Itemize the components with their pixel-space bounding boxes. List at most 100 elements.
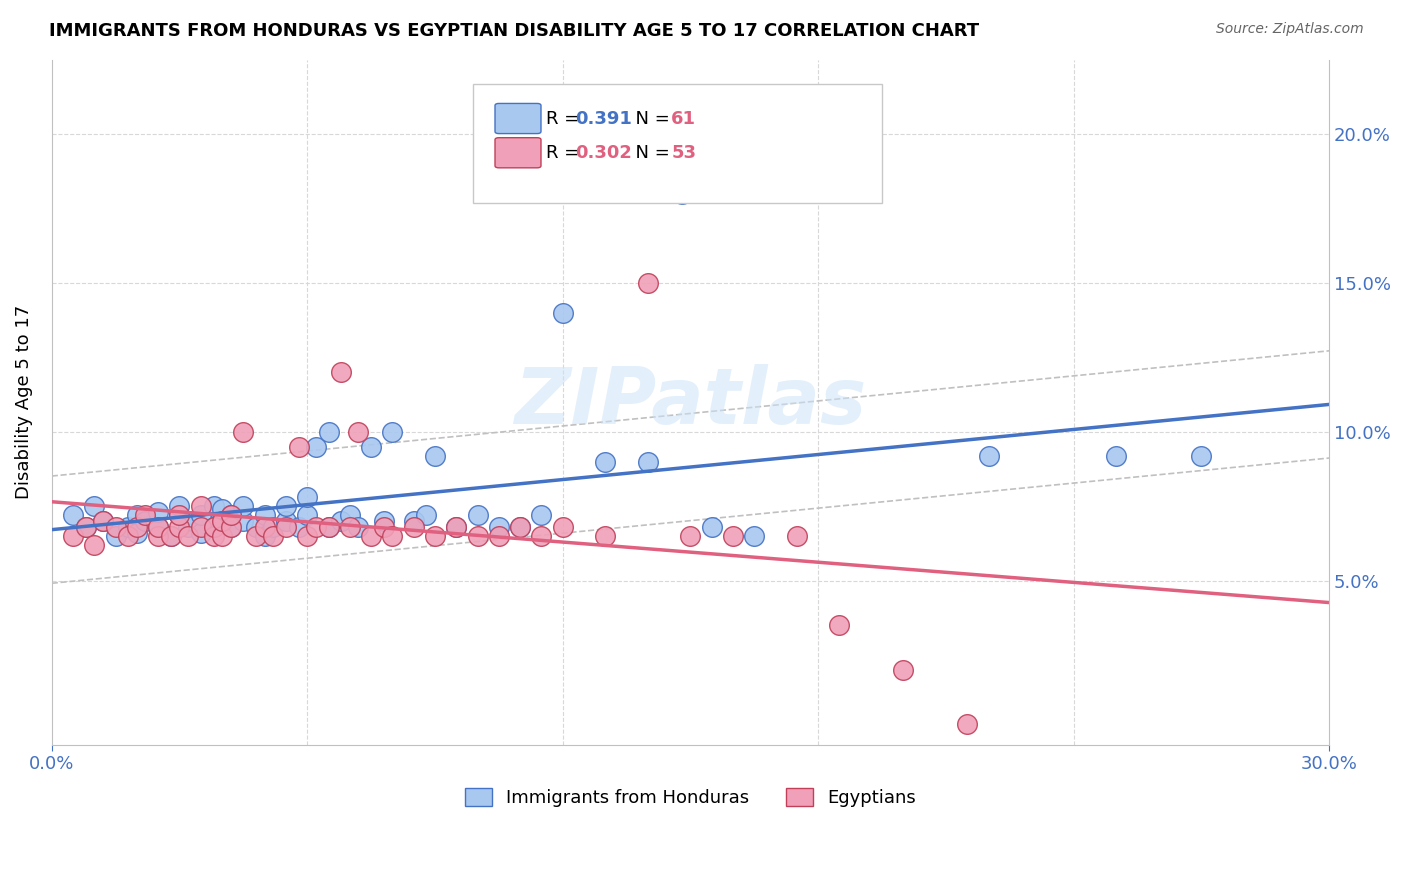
Point [637, 455, 659, 469]
Point [190, 520, 212, 534]
Point [305, 440, 328, 454]
Point [177, 529, 200, 543]
Text: 53: 53 [671, 144, 696, 161]
Point [202, 529, 225, 543]
Point [91, 514, 114, 528]
Point [62, 508, 84, 523]
Point [75, 520, 97, 534]
Point [232, 500, 254, 514]
Point [62, 529, 84, 543]
Point [245, 529, 267, 543]
Point [446, 520, 468, 534]
Point [595, 455, 617, 469]
Point [679, 529, 702, 543]
Point [467, 529, 489, 543]
Point [360, 529, 382, 543]
Point [91, 514, 114, 528]
Point [423, 529, 446, 543]
Point [595, 529, 617, 543]
Point [125, 520, 148, 534]
Point [125, 526, 148, 541]
Point [117, 529, 139, 543]
Point [211, 514, 233, 528]
Point [202, 520, 225, 534]
Point [381, 529, 404, 543]
Point [219, 520, 242, 534]
Point [177, 520, 200, 534]
Text: IMMIGRANTS FROM HONDURAS VS EGYPTIAN DISABILITY AGE 5 TO 17 CORRELATION CHART: IMMIGRANTS FROM HONDURAS VS EGYPTIAN DIS… [49, 22, 980, 40]
Point [297, 491, 319, 505]
Point [402, 514, 425, 528]
Point [637, 276, 659, 290]
Point [956, 716, 979, 731]
Point [274, 514, 297, 528]
Point [742, 529, 765, 543]
Point [318, 425, 340, 439]
Point [467, 508, 489, 523]
Point [373, 520, 395, 534]
Point [190, 526, 212, 541]
Point [509, 520, 531, 534]
Point [232, 425, 254, 439]
Point [423, 449, 446, 463]
Point [134, 514, 156, 528]
Point [190, 508, 212, 523]
Point [360, 440, 382, 454]
Text: R =: R = [546, 110, 585, 128]
Point [287, 520, 309, 534]
Point [169, 520, 191, 534]
Text: N =: N = [624, 110, 675, 128]
Point [330, 365, 353, 379]
Point [219, 508, 242, 523]
Point [509, 520, 531, 534]
FancyBboxPatch shape [474, 84, 882, 203]
Point [347, 425, 370, 439]
Point [318, 520, 340, 534]
Point [891, 663, 914, 677]
Point [232, 514, 254, 528]
Text: ZIPatlas: ZIPatlas [515, 364, 866, 440]
Text: 0.302: 0.302 [575, 144, 633, 161]
Point [211, 502, 233, 516]
Point [318, 520, 340, 534]
Point [339, 520, 361, 534]
FancyBboxPatch shape [495, 103, 541, 134]
Point [297, 508, 319, 523]
Point [160, 529, 183, 543]
Point [671, 186, 693, 201]
Point [148, 520, 170, 534]
Point [274, 520, 297, 534]
Point [373, 514, 395, 528]
Point [1105, 449, 1128, 463]
Text: N =: N = [624, 144, 675, 161]
Point [551, 306, 574, 320]
Point [305, 520, 328, 534]
Point [253, 508, 276, 523]
Point [347, 520, 370, 534]
Point [253, 520, 276, 534]
Point [297, 529, 319, 543]
Point [700, 520, 723, 534]
Point [160, 529, 183, 543]
Y-axis label: Disability Age 5 to 17: Disability Age 5 to 17 [15, 305, 32, 500]
Text: 0.391: 0.391 [575, 110, 633, 128]
Point [169, 508, 191, 523]
Point [253, 529, 276, 543]
Point [134, 508, 156, 523]
Point [211, 514, 233, 528]
Point [402, 520, 425, 534]
Point [786, 529, 808, 543]
Point [169, 500, 191, 514]
Point [551, 520, 574, 534]
Point [381, 425, 404, 439]
Point [148, 529, 170, 543]
Point [148, 520, 170, 534]
Point [530, 508, 553, 523]
Point [104, 520, 127, 534]
Legend: Immigrants from Honduras, Egyptians: Immigrants from Honduras, Egyptians [458, 780, 924, 814]
Point [202, 500, 225, 514]
FancyBboxPatch shape [495, 137, 541, 168]
Point [977, 449, 1000, 463]
Point [488, 520, 510, 534]
Point [530, 529, 553, 543]
